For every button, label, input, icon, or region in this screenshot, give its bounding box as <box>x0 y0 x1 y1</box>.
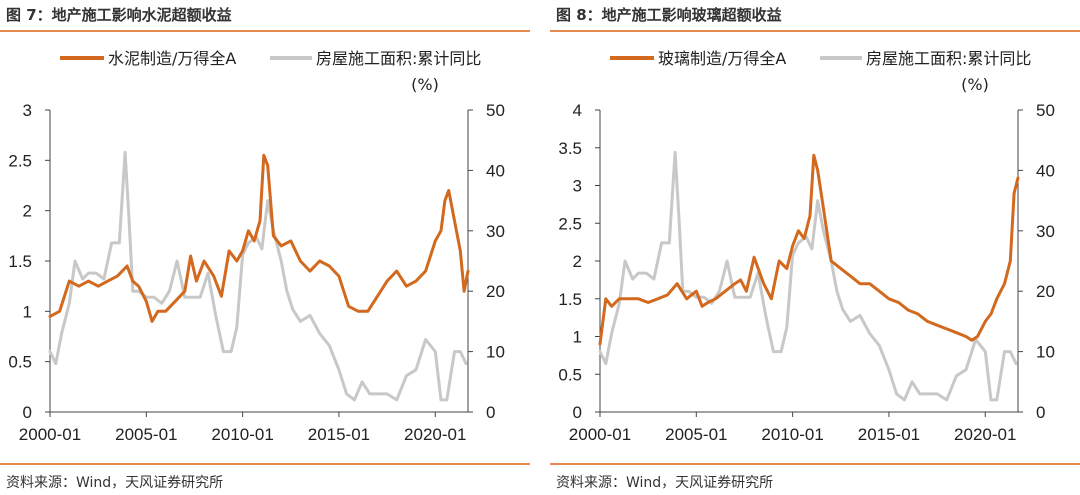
x-axis-tick-label: 2000-01 <box>19 425 81 444</box>
right-axis-tick-label: 50 <box>486 101 505 120</box>
x-axis-tick-label: 2010-01 <box>761 425 823 444</box>
right-axis-tick-label: 0 <box>486 403 495 422</box>
series-line <box>598 153 1020 346</box>
left-axis-tick-label: 2.5 <box>558 214 582 233</box>
source-divider <box>550 463 1080 465</box>
right-axis-unit: (%) <box>961 75 989 94</box>
left-axis-tick-label: 0.5 <box>558 365 582 384</box>
right-axis-tick-label: 20 <box>1036 282 1055 301</box>
series-line <box>598 150 1018 402</box>
chart-panel-cement: 图 7：地产施工影响水泥超额收益 水泥制造/万得全A 房屋施工面积:累计同比 (%)… <box>0 0 530 495</box>
left-axis-tick-label: 1 <box>573 328 582 347</box>
left-axis-tick-label: 0 <box>573 403 582 422</box>
title-divider <box>550 30 1080 32</box>
left-axis-tick-label: 1.5 <box>8 252 32 271</box>
right-axis-tick-label: 50 <box>1036 101 1055 120</box>
right-axis-tick-label: 10 <box>486 343 505 362</box>
left-axis-tick-label: 3.5 <box>558 139 582 158</box>
legend-label: 房屋施工面积:累计同比 <box>316 49 481 68</box>
chart-panel-glass: 图 8：地产施工影响玻璃超额收益 玻璃制造/万得全A 房屋施工面积:累计同比 (%)… <box>550 0 1080 495</box>
source-divider <box>0 463 530 465</box>
legend-label: 玻璃制造/万得全A <box>658 49 786 68</box>
chart-source: 资料来源：Wind，天风证券研究所 <box>556 475 774 491</box>
left-axis-tick-label: 3 <box>573 177 582 196</box>
right-axis-tick-label: 30 <box>1036 222 1055 241</box>
legend-label: 水泥制造/万得全A <box>108 49 236 68</box>
series-line <box>48 150 468 402</box>
chart-svg-cement: 水泥制造/万得全A 房屋施工面积:累计同比(%)00.511.522.530102… <box>8 49 505 444</box>
left-axis-tick-label: 2.5 <box>8 151 32 170</box>
left-axis-tick-label: 2 <box>573 252 582 271</box>
left-axis-tick-label: 3 <box>23 101 32 120</box>
x-axis-tick-label: 2015-01 <box>858 425 920 444</box>
x-axis-tick-label: 2010-01 <box>211 425 273 444</box>
chart-svg-glass: 玻璃制造/万得全A 房屋施工面积:累计同比 (%) 0 0.5 1 1.5 2 2.5 3 3.5 4… <box>558 49 1055 444</box>
x-axis-tick-label: 2020-01 <box>954 425 1016 444</box>
right-axis-tick-label: 20 <box>486 282 505 301</box>
right-axis-tick-label: 10 <box>1036 343 1055 362</box>
left-axis-tick-label: 4 <box>573 101 582 120</box>
right-axis-tick-label: 30 <box>486 222 505 241</box>
right-axis-tick-label: 40 <box>486 161 505 180</box>
legend-label: 房屋施工面积:累计同比 <box>866 49 1031 68</box>
right-axis-tick-label: 40 <box>1036 161 1055 180</box>
series-line <box>48 153 470 323</box>
left-axis-tick-label: 2 <box>23 202 32 221</box>
x-axis-tick-label: 2005-01 <box>115 425 177 444</box>
left-axis-tick-label: 1 <box>23 302 32 321</box>
chart-title: 图 7：地产施工影响水泥超额收益 <box>6 6 232 24</box>
title-divider <box>0 30 530 32</box>
x-axis-tick-label: 2020-01 <box>404 425 466 444</box>
left-axis-tick-label: 1.5 <box>558 290 582 309</box>
chart-source: 资料来源：Wind，天风证券研究所 <box>6 475 224 491</box>
left-axis-tick-label: 0.5 <box>8 353 32 372</box>
right-axis-tick-label: 0 <box>1036 403 1045 422</box>
x-axis-tick-label: 2005-01 <box>665 425 727 444</box>
right-axis-unit: (%) <box>411 75 439 94</box>
chart-title: 图 8：地产施工影响玻璃超额收益 <box>556 6 782 24</box>
x-axis-tick-label: 2000-01 <box>569 425 631 444</box>
left-axis-tick-label: 0 <box>23 403 32 422</box>
x-axis-tick-label: 2015-01 <box>308 425 370 444</box>
